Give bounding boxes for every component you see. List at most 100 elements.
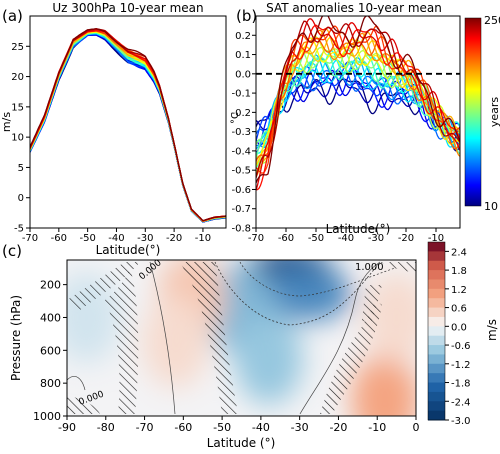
contour-label-1: 1.000	[355, 262, 384, 273]
panel-c-field: 1.000 0.000 0.000	[67, 260, 416, 416]
colorbar-tick-label: -1.8	[451, 379, 471, 390]
x-tick-label: -40	[252, 421, 270, 434]
colorbar-segment	[428, 298, 445, 309]
x-tick-label: -70	[248, 233, 264, 244]
x-tick-label: -30	[368, 233, 384, 244]
colorbar-tick-label: -0.6	[451, 341, 471, 352]
colorbar-segment	[428, 354, 445, 365]
x-tick-label: -60	[174, 421, 192, 434]
wind-colorbar-ticks: 2.4 1.8 1.2 0.6 0.0 -0.6 -1.2 -1.8 -2.4 -3.0	[445, 247, 471, 427]
y-tick-label: 0	[18, 193, 24, 204]
colorbar-segment	[428, 316, 445, 327]
panel-b-xticks: -70 -60 -50 -40 -30 -20 -10	[248, 228, 444, 244]
series-line	[30, 32, 226, 223]
hatch-region-east-upper	[362, 285, 382, 325]
colorbar-segment	[428, 326, 445, 337]
colorbar-segment	[428, 251, 445, 262]
y-tick-label: 0.0	[235, 69, 251, 80]
y-tick-label: -0.1	[231, 89, 251, 100]
contour-minus	[214, 261, 381, 326]
x-tick-label: -20	[166, 233, 182, 244]
x-tick-label: -80	[97, 421, 115, 434]
colorbar-segment	[428, 335, 445, 346]
colorbar-tick-label: 0.6	[451, 304, 467, 315]
x-tick-label: 0	[413, 421, 420, 434]
colorbar-segment	[428, 345, 445, 355]
contour-zero-west	[149, 261, 176, 415]
panel-c-xticks: -90 -80 -70 -60 -50 -40 -30 -20 -10 0	[58, 416, 420, 434]
panel-c: (c) 1.000 0.000 0.000 -90 -80	[2, 241, 499, 450]
colorbar-segment	[428, 242, 445, 252]
y-tick-label: 25	[11, 42, 24, 53]
colorbar-tick-label: 2.4	[451, 247, 467, 258]
panel-c-xlabel: Latitude (°)	[207, 436, 276, 450]
series-line	[256, 17, 460, 191]
y-tick-label: 15	[11, 102, 24, 113]
y-tick-label: -0.6	[231, 185, 251, 196]
panel-a-label: (a)	[2, 7, 23, 25]
field-blob	[350, 353, 416, 416]
panel-b-series	[256, 16, 460, 191]
hatch-region-east	[320, 300, 382, 414]
contour-zero-sw	[67, 376, 86, 391]
x-tick-label: -10	[195, 233, 211, 244]
panel-b-title: SAT anomalies 10-year mean	[266, 1, 442, 15]
colorbar-tick-label: 1.2	[451, 285, 467, 296]
y-tick-label: 800	[40, 377, 61, 390]
hatch-region-band-1	[105, 268, 139, 414]
hatch-region-band-2	[180, 262, 238, 414]
panel-a-xticks: -70 -60 -50 -40 -30 -20 -10	[22, 228, 211, 244]
panel-c-frame	[66, 259, 417, 417]
series-line	[30, 28, 226, 222]
colorbar-segment	[428, 410, 445, 421]
colorbar-segment	[428, 279, 445, 290]
colorbar-tick-label: 0.0	[451, 322, 467, 333]
x-tick-label: -40	[108, 233, 124, 244]
wind-colorbar-frame	[427, 241, 446, 421]
y-tick-label: -0.3	[231, 127, 251, 138]
panel-c-hatching	[67, 262, 416, 414]
panel-a-yticks: -5 0 5 10 15 20 25	[11, 42, 30, 235]
hatch-region-top-right	[380, 262, 416, 272]
panel-c-label: (c)	[2, 242, 22, 260]
y-tick-label: -0.8	[231, 224, 251, 235]
y-tick-label: 200	[40, 279, 61, 292]
colorbar-segment	[428, 401, 445, 412]
x-tick-label: -30	[291, 421, 309, 434]
x-tick-label: -30	[137, 233, 153, 244]
y-tick-label: -0.7	[231, 204, 251, 215]
y-tick-label: 1000	[33, 410, 61, 423]
x-tick-label: -20	[398, 233, 414, 244]
x-tick-label: -10	[428, 233, 444, 244]
series-line	[256, 46, 460, 164]
panel-a-frame	[29, 15, 227, 229]
colorbar-tick-label: -3.0	[451, 416, 471, 427]
series-line	[256, 16, 460, 184]
colorbar-segment	[428, 363, 445, 374]
y-tick-label: -0.4	[231, 146, 251, 157]
panel-a: (a) Uz 300hPa 10-year mean -70 -60 -50 -40-…	[0, 1, 227, 257]
colorbar-segment	[428, 373, 445, 384]
hatch-region-bottom-left	[67, 395, 100, 414]
field-blob	[234, 312, 303, 405]
colorbar-tick-label: -1.2	[451, 360, 471, 371]
colorbar-segment	[428, 307, 445, 318]
panel-a-ylabel: m/s	[0, 112, 13, 132]
years-colorbar-max: 250	[484, 14, 500, 27]
y-tick-label: 400	[40, 311, 61, 324]
wind-colorbar	[428, 242, 445, 421]
y-tick-label: 600	[40, 344, 61, 357]
series-line	[256, 20, 460, 179]
hatch-region-west-top	[67, 262, 140, 310]
wind-colorbar-label: m/s	[485, 319, 499, 341]
panel-b-yticks: -0.8 -0.7 -0.6 -0.5 -0.4 -0.3 -0.2 -0.1 0.0 0.1 0.…	[231, 31, 256, 235]
panel-b-ylabel: °C	[230, 112, 241, 124]
panel-c-ylabel: Pressure (hPa)	[9, 295, 23, 381]
x-tick-label: -90	[58, 421, 76, 434]
field-blob	[141, 296, 210, 389]
y-tick-label: -0.2	[231, 108, 251, 119]
years-colorbar-label: years	[488, 97, 500, 128]
y-tick-label: -5	[14, 224, 24, 235]
colorbar-segment	[428, 260, 445, 271]
